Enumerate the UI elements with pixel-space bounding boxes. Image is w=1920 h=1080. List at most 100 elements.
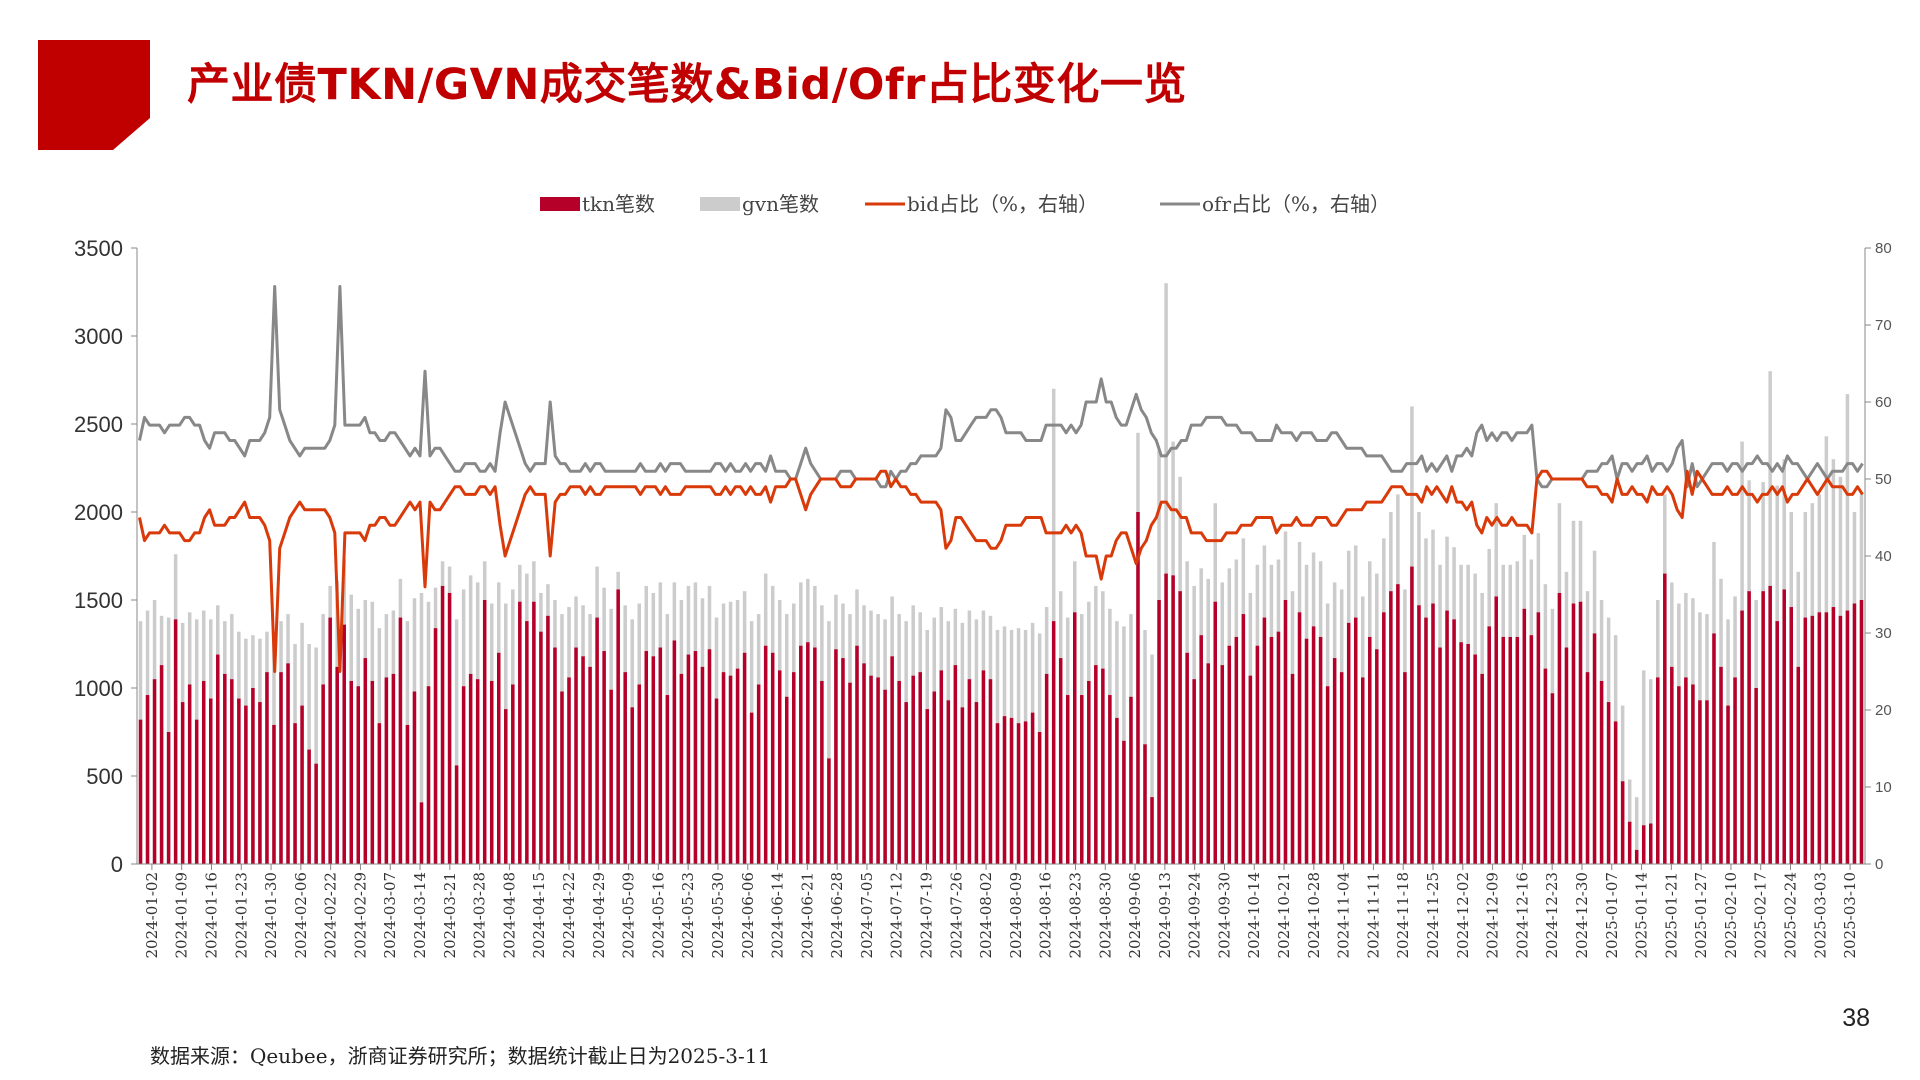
tkn-bar	[574, 647, 578, 864]
x-tick-label: 2024-09-30	[1215, 872, 1233, 958]
tkn-bar	[518, 601, 522, 864]
tkn-bar	[637, 684, 641, 864]
tkn-bar	[672, 640, 677, 864]
tkn-bar	[1459, 642, 1463, 864]
tkn-bar	[546, 615, 550, 864]
tkn-bar	[1227, 645, 1232, 864]
tkn-bar	[918, 672, 922, 864]
tkn-bar	[1058, 658, 1063, 864]
tkn-bar	[539, 631, 543, 864]
tkn-bar	[841, 658, 845, 864]
x-tick-label: 2025-02-10	[1722, 872, 1740, 958]
tkn-bar	[1494, 596, 1498, 864]
tkn-bar	[1649, 823, 1653, 864]
x-tick-label: 2024-12-16	[1513, 872, 1531, 958]
tkn-bar	[1087, 680, 1091, 864]
tkn-bar	[911, 675, 915, 864]
tkn-bar	[1782, 589, 1786, 864]
y-right-tick-label: 50	[1875, 471, 1892, 488]
x-tick-label: 2024-09-06	[1126, 872, 1144, 958]
x-tick-label: 2024-08-30	[1096, 872, 1114, 958]
x-tick-label: 2025-01-07	[1603, 872, 1621, 958]
red-corner-block	[38, 40, 150, 150]
tkn-bar	[1206, 663, 1210, 864]
tkn-bar	[209, 698, 213, 864]
tkn-bar	[1543, 668, 1548, 864]
x-tick-label: 2025-03-03	[1811, 872, 1829, 958]
tkn-bar	[1663, 573, 1667, 864]
chart-canvas: tkn笔数 gvn笔数 bid占比（%，右轴） ofr占比（%，右轴） 0500100…	[74, 192, 1892, 959]
x-tick-label: 2024-12-02	[1454, 872, 1472, 958]
tkn-bar	[714, 698, 719, 864]
tkn-bar	[1677, 686, 1681, 864]
tkn-bar	[777, 670, 782, 864]
tkn-bar	[721, 672, 726, 864]
tkn-bar	[1431, 603, 1435, 864]
x-tick-label: 2024-06-06	[739, 872, 757, 958]
tkn-bar	[1311, 626, 1316, 864]
tkn-bar	[356, 686, 361, 864]
tkn-bar	[335, 666, 339, 864]
legend-swatch	[700, 197, 740, 211]
tkn-bar	[567, 677, 571, 864]
x-tick-label: 2024-07-05	[858, 872, 876, 958]
tkn-bar	[707, 649, 712, 864]
tkn-bar	[1094, 665, 1098, 864]
tkn-bar	[1473, 654, 1477, 864]
tkn-bar	[904, 702, 908, 864]
y-right-tick-label: 30	[1875, 625, 1892, 642]
tkn-bar	[799, 645, 803, 864]
tkn-bar	[447, 592, 452, 864]
tkn-bar	[1009, 717, 1014, 864]
tkn-bar	[1754, 688, 1758, 864]
tkn-bar	[1171, 575, 1175, 864]
tkn-bar	[1536, 612, 1541, 864]
tkn-bar	[1220, 665, 1225, 864]
tkn-bar	[1712, 633, 1716, 864]
tkn-bar	[173, 619, 178, 864]
y-right-tick-label: 60	[1875, 394, 1892, 411]
tkn-bar	[1157, 600, 1161, 864]
x-tick-label: 2025-02-17	[1752, 872, 1770, 958]
x-tick-label: 2024-12-30	[1573, 872, 1591, 958]
tkn-bar	[1564, 647, 1569, 864]
tkn-bar	[602, 651, 606, 864]
tkn-bar	[1824, 612, 1829, 864]
legend-label: ofr占比（%，右轴）	[1202, 192, 1390, 216]
tkn-bar	[1353, 617, 1358, 864]
tkn-bar	[827, 758, 831, 864]
tkn-bar	[1115, 717, 1119, 864]
tkn-bar	[1733, 677, 1737, 864]
x-tick-label: 2024-05-09	[620, 872, 638, 958]
tkn-bar	[391, 673, 396, 864]
tkn-bar	[1037, 732, 1042, 864]
tkn-bar	[658, 647, 663, 864]
x-tick-label: 2025-01-27	[1692, 872, 1710, 958]
tkn-bar	[862, 663, 866, 864]
tkn-bar	[925, 709, 929, 864]
tkn-bar	[1719, 666, 1723, 864]
tkn-bar	[939, 670, 944, 864]
tkn-bar	[995, 723, 1000, 864]
tkn-bar	[1262, 617, 1267, 864]
tkn-bar	[1410, 566, 1414, 864]
tkn-bar	[1515, 636, 1520, 864]
tkn-bar	[1108, 695, 1112, 864]
tkn-bar	[1705, 700, 1709, 864]
tkn-bar	[1627, 821, 1632, 864]
tkn-bar	[1599, 680, 1604, 864]
tkn-bar	[1634, 849, 1639, 864]
tkn-bar	[974, 702, 979, 864]
x-tick-label: 2024-08-09	[1007, 872, 1025, 958]
tkn-bar	[1789, 607, 1793, 864]
tkn-bar	[1213, 601, 1217, 864]
tkn-bar	[1143, 744, 1147, 864]
gvn-bar	[827, 621, 831, 864]
tkn-bar	[1557, 592, 1562, 864]
tkn-bar	[1529, 635, 1534, 864]
tkn-bar	[588, 666, 592, 864]
tkn-bar	[314, 763, 318, 864]
tkn-bar	[855, 645, 859, 864]
tkn-bar	[1030, 712, 1035, 864]
tkn-bar	[384, 677, 389, 864]
